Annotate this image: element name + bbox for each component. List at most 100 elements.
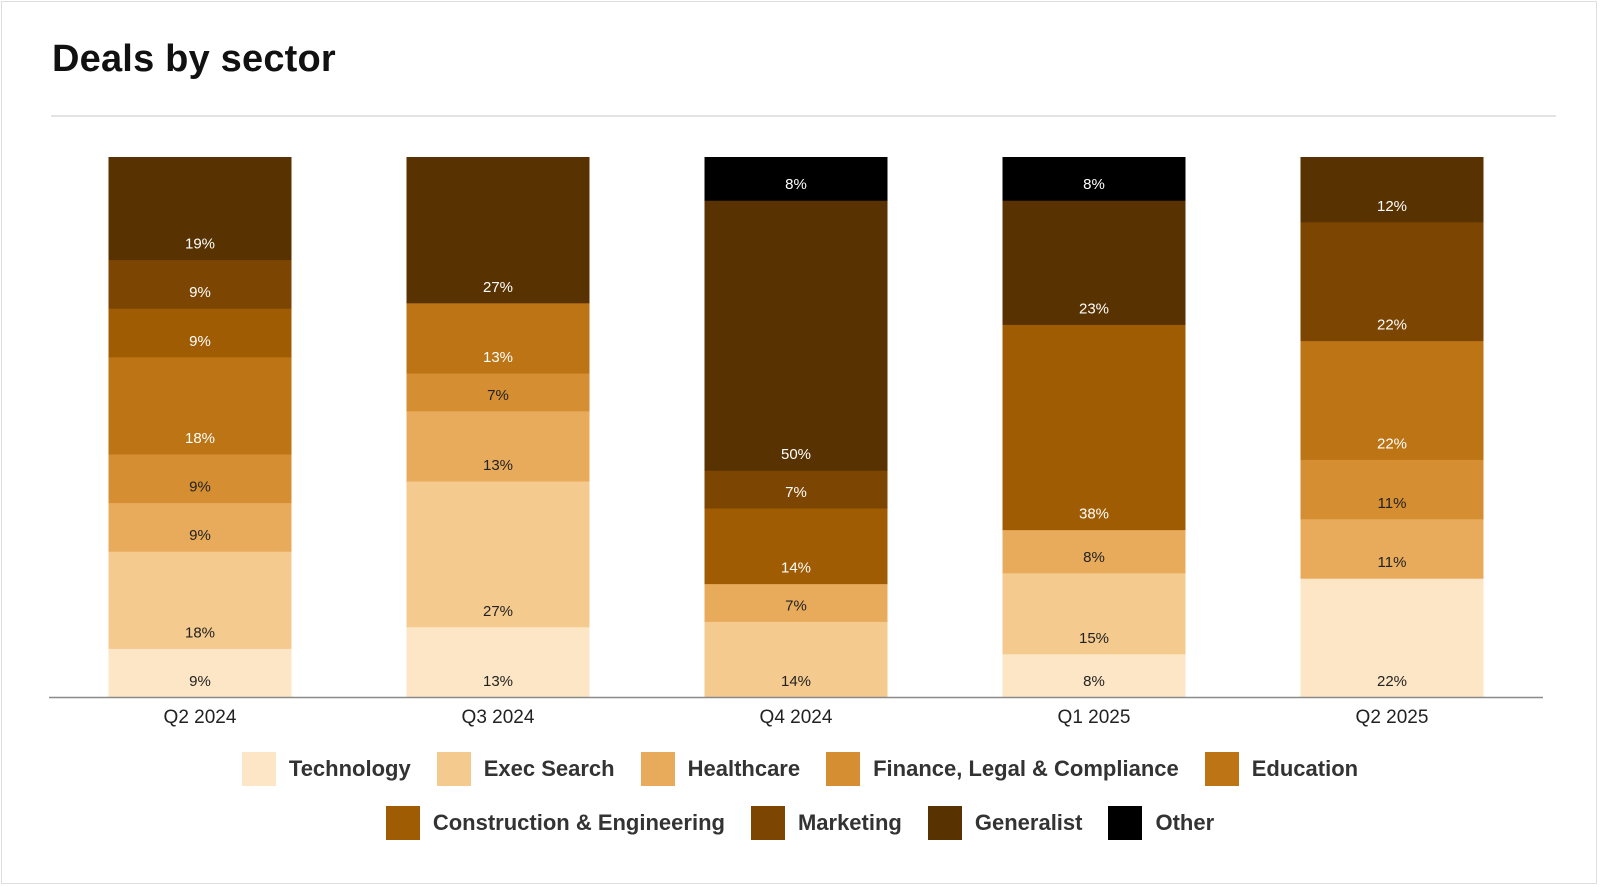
stacked-bar-chart: 9% 18% 9% 9% 18% 9% 9% 19% Q2 2024 13% 27% 13% 7% 13%… [49,157,1543,728]
bar-segment [1002,157,1186,201]
data-label: 11% [1378,554,1407,571]
data-label: 38% [1079,506,1109,523]
legend-label: Education [1251,756,1359,781]
legend-swatch [385,806,420,840]
bar-segment [108,259,292,309]
bar-segment [1002,653,1186,698]
bar-segment [108,551,292,649]
data-label: 27% [483,279,513,296]
bar-segment [1300,221,1484,342]
legend-swatch [750,806,785,840]
bar-segment [1300,578,1484,698]
bar-segment [704,200,888,471]
legend-item: Exec Search [436,752,615,786]
bar-segment [704,508,888,585]
data-label: 7% [487,387,509,404]
legend-swatch [927,806,962,840]
data-label: 27% [483,603,513,620]
bar-segment [406,302,590,374]
bar-segment [704,157,888,201]
legend-item: Generalist [927,806,1083,840]
data-label: 8% [785,176,807,193]
data-label: 8% [1083,673,1105,690]
data-label: 18% [185,430,215,447]
bar-segment [1002,529,1186,574]
data-label: 8% [1083,176,1105,193]
data-label: 13% [483,349,513,366]
data-label: 19% [185,236,215,253]
data-label: 22% [1377,435,1407,452]
data-label: 18% [185,624,215,641]
bar-segment [108,356,292,455]
bar-segment [704,470,888,509]
bar-segment [406,373,590,412]
chart-title: Deals by sector [52,38,336,80]
bar-segment [1002,572,1186,655]
bar-segment [108,454,292,504]
data-label: 14% [781,673,811,690]
bar-segment [1300,340,1484,460]
bar-segment [108,157,292,261]
legend-swatch [241,752,276,786]
x-tick-label: Q2 2025 [1356,707,1429,728]
data-label: 11% [1378,495,1407,512]
legend-swatch [1108,806,1143,840]
legend-item: Technology [241,752,411,786]
data-label: 50% [781,446,811,463]
data-label: 22% [1377,317,1407,334]
legend-swatch [436,752,471,786]
data-label: 9% [189,284,211,301]
x-tick-label: Q4 2024 [760,707,833,728]
data-label: 9% [189,333,211,350]
data-label: 7% [785,484,807,501]
legend-item: Marketing [750,806,902,840]
bar-segment [406,157,590,304]
data-label: 22% [1377,673,1407,690]
bar-segment [704,621,888,698]
legend-item: Construction & Engineering [385,806,725,840]
legend-swatch [1204,752,1239,786]
data-label: 14% [781,560,811,577]
data-label: 9% [189,527,211,544]
data-label: 15% [1079,630,1109,647]
legend-label: Construction & Engineering [432,810,725,835]
data-label: 13% [483,457,513,474]
legend-label: Finance, Legal & Compliance [873,756,1179,781]
bar-segment [1300,518,1484,579]
legend-label: Exec Search [483,756,615,781]
chart-legend: Technology Exec Search Healthcare Finance, … [0,749,1600,857]
bar-segment [406,410,590,482]
bar-segment [1002,324,1186,531]
title-divider [51,115,1556,117]
legend-swatch [640,752,675,786]
bar-segment [704,583,888,622]
bar-segment [406,481,590,628]
x-tick-label: Q1 2025 [1058,707,1131,728]
data-label: 23% [1079,300,1109,317]
data-label: 13% [483,673,513,690]
x-tick-label: Q2 2024 [164,707,237,728]
legend-label: Technology [288,756,411,781]
bar-segment [406,626,590,698]
legend-item: Other [1108,806,1214,840]
data-label: 7% [785,597,807,614]
legend-item: Healthcare [640,752,801,786]
data-label: 9% [189,673,211,690]
legend-item: Education [1204,752,1359,786]
data-label: 8% [1083,549,1105,566]
legend-label: Marketing [797,810,902,835]
bar-segment [108,308,292,358]
data-label: 9% [189,479,211,496]
bar-segment [108,648,292,698]
legend-row: Technology Exec Search Healthcare Finance, … [0,749,1600,789]
bar-segment [1300,459,1484,520]
data-label: 12% [1377,198,1407,215]
bar-segment [1002,200,1186,325]
legend-swatch [826,752,861,786]
legend-label: Generalist [974,810,1083,835]
legend-item: Finance, Legal & Compliance [826,752,1179,786]
bar-segment [1300,157,1484,223]
legend-label: Healthcare [687,756,801,781]
legend-label: Other [1155,810,1215,835]
legend-row: Construction & Engineering Marketing Gener… [0,803,1600,843]
